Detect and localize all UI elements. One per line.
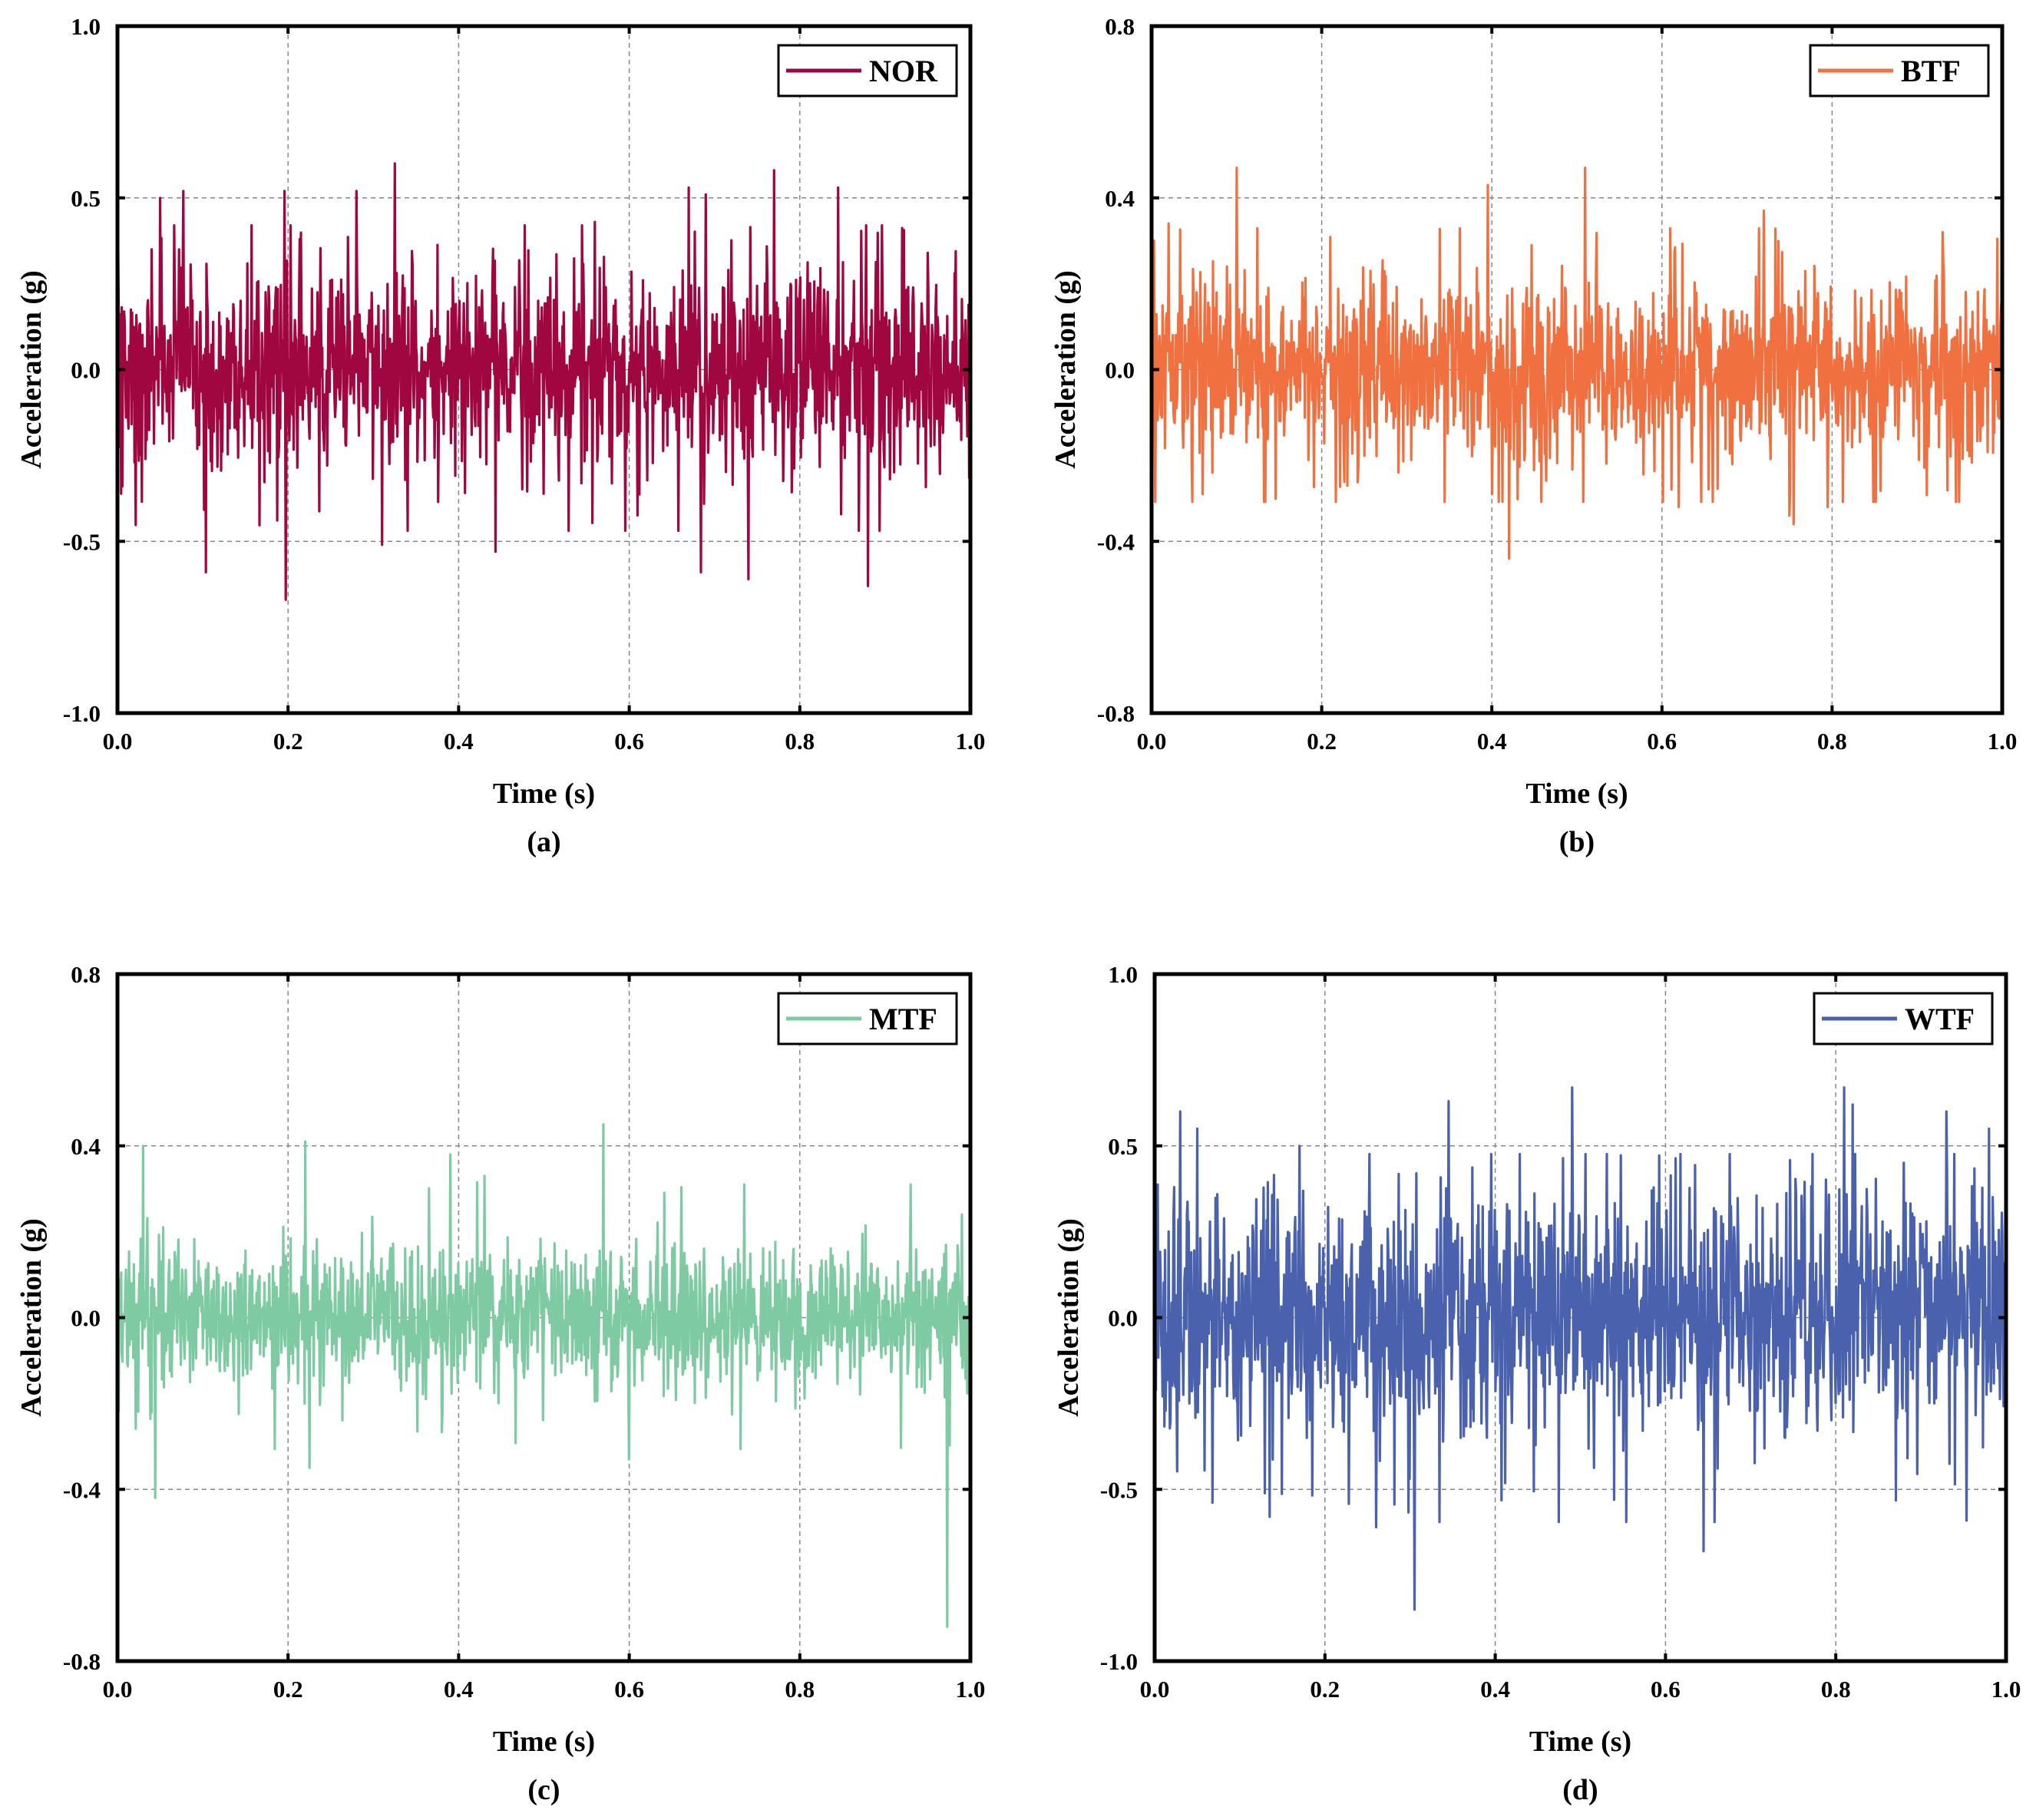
y-tick-label: 0.5	[71, 185, 101, 212]
y-tick-label: 0.8	[71, 961, 101, 988]
x-tick-label: 0.0	[1137, 728, 1167, 755]
x-tick-label: 0.0	[103, 1676, 133, 1703]
x-tick-label: 0.0	[103, 728, 133, 755]
y-axis-title: Acceleration (g)	[1049, 270, 1082, 469]
chart-panel-b: 0.0 0.2 0.4 0.6 0.8 1.0 -0.8 -0.4 0.0 0.4 0.8 Time …	[1049, 13, 2017, 858]
chart-panel-d: 0.0 0.2 0.4 0.6 0.8 1.0 -1.0 -0.5 0.0 0.5 1.0 Time …	[1053, 961, 2021, 1806]
x-tick-label: 0.6	[1651, 1676, 1681, 1703]
y-tick-label: 0.0	[1108, 1305, 1138, 1332]
x-tick-label: 1.0	[956, 1676, 986, 1703]
panel-caption: (d)	[1562, 1774, 1598, 1806]
y-tick-label: -0.8	[1097, 700, 1135, 727]
y-tick-label: 0.0	[71, 1305, 101, 1332]
x-tick-label: 0.4	[444, 1676, 474, 1703]
x-tick-label: 1.0	[956, 728, 986, 755]
series-line-mtf	[117, 1123, 970, 1628]
legend: WTF	[1813, 992, 1994, 1045]
x-axis-title: Time (s)	[493, 778, 595, 810]
x-tick-label: 0.6	[614, 1676, 644, 1703]
y-tick-label: -0.4	[63, 1476, 101, 1503]
legend-label: MTF	[869, 1002, 937, 1036]
x-tick-label: 0.6	[614, 728, 644, 755]
x-tick-label: 0.8	[1817, 728, 1847, 755]
x-tick-label: 0.2	[1310, 1676, 1340, 1703]
x-tick-label: 0.4	[1480, 1676, 1510, 1703]
legend-label: WTF	[1905, 1002, 1975, 1036]
y-tick-label: -0.5	[1100, 1476, 1138, 1503]
y-tick-label: 0.8	[1105, 13, 1135, 40]
x-tick-label: 0.8	[785, 1676, 815, 1703]
x-axis-title: Time (s)	[1529, 1726, 1631, 1758]
y-tick-label: 0.0	[71, 357, 101, 384]
legend-label: BTF	[1901, 54, 1961, 88]
series-line-wtf	[1155, 1086, 2006, 1611]
y-tick-label: -1.0	[1100, 1648, 1138, 1675]
panel-caption: (c)	[527, 1774, 560, 1806]
legend-label: NOR	[869, 54, 938, 88]
y-axis-title: Acceleration (g)	[15, 270, 48, 469]
y-tick-label: -1.0	[63, 700, 101, 727]
legend: MTF	[777, 992, 958, 1045]
chart-panel-c: 0.0 0.2 0.4 0.6 0.8 1.0 -0.8 -0.4 0.0 0.4 0.8 Time …	[15, 961, 985, 1806]
x-tick-label: 0.6	[1647, 728, 1677, 755]
x-tick-label: 0.8	[785, 728, 815, 755]
legend: BTF	[1809, 44, 1990, 97]
x-tick-label: 0.4	[444, 728, 474, 755]
x-tick-label: 1.0	[1988, 728, 2018, 755]
y-tick-label: 1.0	[1108, 961, 1138, 988]
y-tick-label: -0.8	[63, 1648, 101, 1675]
y-axis-title: Acceleration (g)	[15, 1218, 48, 1417]
x-tick-label: 0.2	[273, 728, 303, 755]
y-axis-title: Acceleration (g)	[1053, 1218, 1085, 1417]
x-tick-label: 0.2	[273, 1676, 303, 1703]
y-tick-label: 0.5	[1108, 1133, 1138, 1160]
x-axis-title: Time (s)	[493, 1726, 595, 1758]
y-tick-label: 1.0	[71, 13, 101, 40]
x-tick-label: 1.0	[1991, 1676, 2021, 1703]
x-tick-label: 0.4	[1477, 728, 1507, 755]
x-tick-label: 0.0	[1140, 1676, 1170, 1703]
panel-caption: (b)	[1559, 826, 1595, 858]
series-line-nor	[117, 162, 970, 601]
legend-box	[777, 44, 958, 97]
series-line-btf	[1152, 167, 2002, 560]
x-axis-title: Time (s)	[1525, 778, 1628, 810]
y-tick-label: 0.0	[1105, 357, 1135, 384]
legend: NOR	[777, 44, 958, 97]
panel-caption: (a)	[527, 826, 560, 858]
x-tick-label: 0.2	[1307, 728, 1337, 755]
y-tick-label: -0.4	[1097, 528, 1135, 555]
y-tick-label: 0.4	[71, 1133, 101, 1160]
y-tick-label: -0.5	[63, 528, 101, 555]
y-tick-label: 0.4	[1105, 185, 1135, 212]
chart-panel-a: 0.0 0.2 0.4 0.6 0.8 1.0 -1.0 -0.5 0.0 0.5 1.0 Time …	[15, 13, 985, 858]
x-tick-label: 0.8	[1821, 1676, 1851, 1703]
